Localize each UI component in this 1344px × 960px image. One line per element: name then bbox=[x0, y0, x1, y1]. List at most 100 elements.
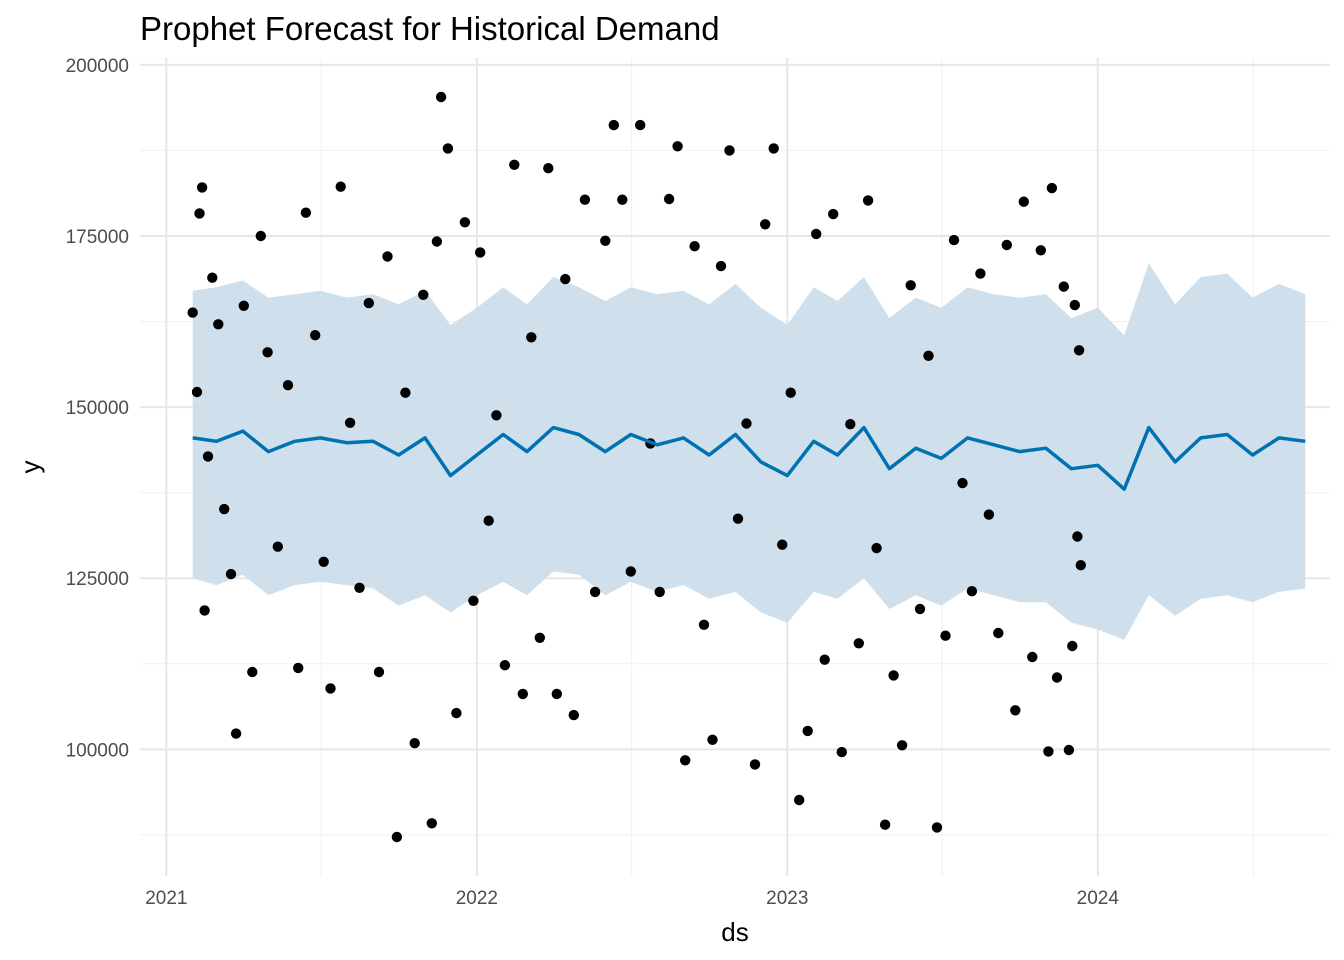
data-point bbox=[993, 627, 1004, 639]
data-point bbox=[845, 419, 856, 430]
y-tick-label: 125000 bbox=[66, 569, 129, 590]
data-point bbox=[794, 794, 805, 806]
data-point bbox=[1067, 640, 1078, 652]
data-point bbox=[363, 297, 374, 309]
data-point bbox=[1051, 672, 1063, 683]
x-tick-label: 2022 bbox=[456, 888, 498, 909]
data-point bbox=[1058, 281, 1070, 292]
data-point bbox=[983, 509, 995, 520]
data-point bbox=[344, 417, 356, 428]
data-point bbox=[635, 119, 646, 131]
forecast-line-layer bbox=[192, 425, 1306, 491]
data-point bbox=[948, 234, 960, 246]
data-point bbox=[749, 759, 761, 770]
data-point bbox=[568, 709, 579, 721]
data-point bbox=[879, 819, 891, 830]
data-point bbox=[300, 207, 312, 218]
data-point bbox=[1027, 651, 1038, 663]
data-point bbox=[760, 219, 771, 230]
data-point bbox=[431, 236, 443, 247]
data-point bbox=[1043, 746, 1054, 757]
data-point bbox=[923, 350, 934, 361]
y-tick-label: 100000 bbox=[66, 740, 129, 761]
data-point bbox=[400, 387, 411, 398]
data-point bbox=[373, 666, 385, 678]
data-point bbox=[318, 556, 329, 567]
data-point bbox=[459, 217, 471, 228]
data-point bbox=[418, 289, 429, 300]
data-point bbox=[1063, 744, 1075, 756]
data-point bbox=[282, 380, 294, 391]
data-point bbox=[975, 268, 986, 279]
data-point bbox=[207, 272, 218, 283]
data-point bbox=[509, 159, 520, 170]
data-point bbox=[966, 586, 978, 597]
data-point bbox=[931, 822, 943, 833]
data-point bbox=[1075, 560, 1087, 571]
data-point bbox=[534, 632, 545, 643]
y-tick-label: 175000 bbox=[66, 227, 129, 248]
x-axis-title: ds bbox=[721, 917, 748, 947]
data-point bbox=[468, 595, 479, 606]
data-point bbox=[600, 235, 611, 246]
data-point bbox=[560, 273, 571, 285]
data-point bbox=[1046, 182, 1058, 194]
data-point bbox=[1069, 299, 1081, 311]
data-point bbox=[293, 662, 304, 674]
y-tick-labels: 100000 125000 150000 175000 200000 bbox=[66, 56, 129, 762]
x-tick-label: 2023 bbox=[766, 888, 808, 909]
data-point bbox=[871, 542, 882, 554]
data-point bbox=[940, 630, 951, 641]
data-point bbox=[382, 251, 393, 262]
data-point bbox=[225, 568, 237, 580]
data-point bbox=[724, 145, 735, 156]
data-point bbox=[625, 566, 636, 577]
data-point bbox=[1010, 705, 1021, 716]
data-point bbox=[680, 755, 691, 766]
data-point bbox=[741, 418, 752, 429]
data-point bbox=[499, 660, 511, 671]
data-point bbox=[202, 451, 214, 462]
data-point bbox=[354, 582, 365, 593]
data-point bbox=[409, 738, 420, 749]
y-tick-label: 200000 bbox=[66, 56, 129, 77]
data-point bbox=[672, 141, 683, 152]
data-point bbox=[715, 260, 727, 272]
data-point bbox=[272, 541, 283, 552]
data-point bbox=[483, 515, 494, 526]
data-point bbox=[698, 619, 710, 630]
x-tick-label: 2024 bbox=[1077, 888, 1120, 909]
data-point bbox=[811, 228, 822, 240]
data-point bbox=[853, 638, 864, 649]
chart-title: Prophet Forecast for Historical Demand bbox=[140, 10, 720, 47]
data-point bbox=[802, 725, 813, 737]
data-point bbox=[475, 247, 486, 258]
data-point bbox=[255, 230, 266, 242]
data-point bbox=[194, 208, 205, 219]
data-point bbox=[777, 539, 788, 550]
data-point bbox=[451, 707, 462, 719]
data-point bbox=[247, 666, 258, 678]
data-point bbox=[905, 280, 916, 291]
data-point bbox=[543, 163, 554, 174]
data-point bbox=[187, 307, 198, 318]
data-point bbox=[1018, 196, 1029, 207]
data-point bbox=[663, 193, 675, 205]
x-tick-labels: 2021 2022 2023 2024 bbox=[145, 888, 1119, 909]
data-point bbox=[785, 387, 796, 398]
data-point bbox=[491, 410, 502, 421]
data-point bbox=[426, 818, 437, 829]
data-point bbox=[391, 831, 403, 843]
data-point bbox=[213, 319, 224, 330]
data-point bbox=[230, 728, 242, 739]
data-point bbox=[957, 477, 968, 489]
data-point bbox=[238, 300, 249, 311]
data-point bbox=[579, 194, 591, 205]
data-point bbox=[589, 586, 601, 598]
data-point bbox=[526, 332, 537, 343]
data-point bbox=[199, 605, 210, 616]
data-point bbox=[310, 330, 321, 341]
data-point bbox=[325, 683, 336, 694]
data-point bbox=[896, 740, 908, 751]
